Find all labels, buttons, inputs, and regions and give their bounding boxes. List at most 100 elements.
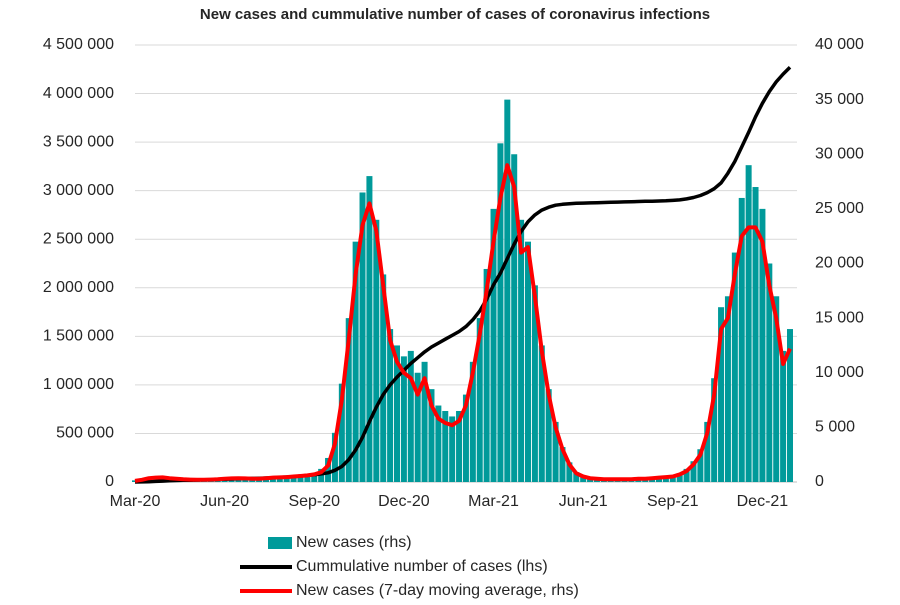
bar: [752, 187, 759, 482]
y-tick-label: 2 000 000: [43, 279, 114, 296]
bar: [766, 263, 773, 482]
bar: [697, 449, 704, 482]
bar: [787, 329, 793, 482]
x-tick-label: Mar-20: [110, 493, 161, 510]
y-tick-label: 500 000: [56, 425, 114, 442]
bar: [283, 476, 290, 482]
bar: [525, 241, 531, 482]
y2-tick-label: 25 000: [815, 200, 864, 217]
x-tick-label: Sep-21: [647, 493, 699, 510]
bar: [462, 394, 469, 482]
bar: [476, 318, 483, 482]
y2-tick-label: 10 000: [815, 364, 864, 381]
bar: [724, 296, 731, 482]
y-tick-label: 1 000 000: [43, 376, 114, 393]
x-tick-label: Mar-21: [468, 493, 519, 510]
bar: [559, 447, 566, 482]
y2-tick-label: 0: [815, 473, 824, 490]
x-tick-label: Dec-20: [378, 493, 430, 510]
bar: [394, 345, 400, 482]
bar: [773, 296, 780, 482]
bar: [497, 143, 504, 482]
y2-tick-label: 40 000: [815, 36, 864, 53]
bar: [325, 457, 332, 482]
bar: [669, 475, 676, 482]
y-tick-label: 3 000 000: [43, 182, 114, 199]
bar: [269, 477, 276, 482]
bar: [683, 468, 690, 482]
bar: [511, 154, 518, 482]
bar: [690, 461, 697, 482]
bar: [704, 421, 711, 482]
bar: [421, 361, 428, 482]
line: [134, 66, 792, 484]
legend-label: New cases (7-day moving average, rhs): [296, 582, 579, 599]
x-tick-label: Jun-21: [559, 493, 608, 510]
bar: [428, 389, 435, 482]
bar: [504, 99, 511, 482]
bar: [456, 410, 463, 482]
bar: [662, 476, 669, 482]
bar: [580, 475, 587, 482]
legend-swatch: [268, 537, 292, 549]
y-tick-label: 3 500 000: [43, 133, 114, 150]
bar: [338, 383, 345, 482]
bar: [676, 473, 683, 482]
y-tick-label: 4 000 000: [43, 85, 114, 102]
bar: [780, 350, 787, 482]
bar: [759, 208, 766, 482]
bar: [490, 208, 497, 482]
bar: [449, 416, 456, 482]
legend-label: New cases (rhs): [296, 534, 412, 551]
y2-tick-label: 15 000: [815, 309, 864, 326]
y2-tick-label: 35 000: [815, 91, 864, 108]
bar: [731, 252, 738, 482]
y-tick-label: 1 500 000: [43, 328, 114, 345]
bar: [518, 219, 525, 483]
bar: [414, 372, 421, 482]
bar: [531, 285, 538, 482]
bar: [435, 405, 442, 482]
y2-tick-label: 20 000: [815, 255, 864, 272]
y2-tick-label: 30 000: [815, 145, 864, 162]
bar: [380, 274, 387, 482]
bar: [718, 307, 725, 482]
bar: [545, 389, 552, 482]
line: [134, 163, 792, 483]
bar: [407, 350, 414, 482]
bar: [738, 197, 745, 482]
bar: [400, 356, 407, 482]
bar: [711, 378, 718, 482]
chart-title: New cases and cummulative number of case…: [200, 6, 710, 23]
y-tick-label: 4 500 000: [43, 36, 114, 53]
y-tick-label: 2 500 000: [43, 230, 114, 247]
y2-tick-label: 5 000: [815, 419, 855, 436]
x-tick-label: Dec-21: [737, 493, 789, 510]
bar: [352, 241, 359, 482]
legend-label: Cummulative number of cases (lhs): [296, 558, 548, 575]
bar: [304, 474, 311, 482]
bar: [276, 477, 283, 482]
x-tick-label: Sep-20: [288, 493, 340, 510]
bar: [331, 432, 338, 482]
bar: [442, 410, 449, 482]
x-tick-label: Jun-20: [200, 493, 249, 510]
bar: [311, 473, 318, 482]
bar: [552, 421, 559, 482]
bar: [566, 462, 573, 482]
y-tick-label: 0: [105, 473, 114, 490]
bar: [469, 361, 476, 482]
bar: [345, 318, 352, 482]
bar: [745, 165, 752, 483]
bar: [538, 345, 545, 482]
bar: [290, 475, 297, 482]
bar: [387, 329, 394, 482]
bar: [297, 475, 304, 482]
bar: [373, 219, 380, 483]
bar: [483, 268, 490, 482]
bar: [573, 472, 580, 482]
bar: [366, 176, 373, 482]
bar: [359, 192, 366, 483]
